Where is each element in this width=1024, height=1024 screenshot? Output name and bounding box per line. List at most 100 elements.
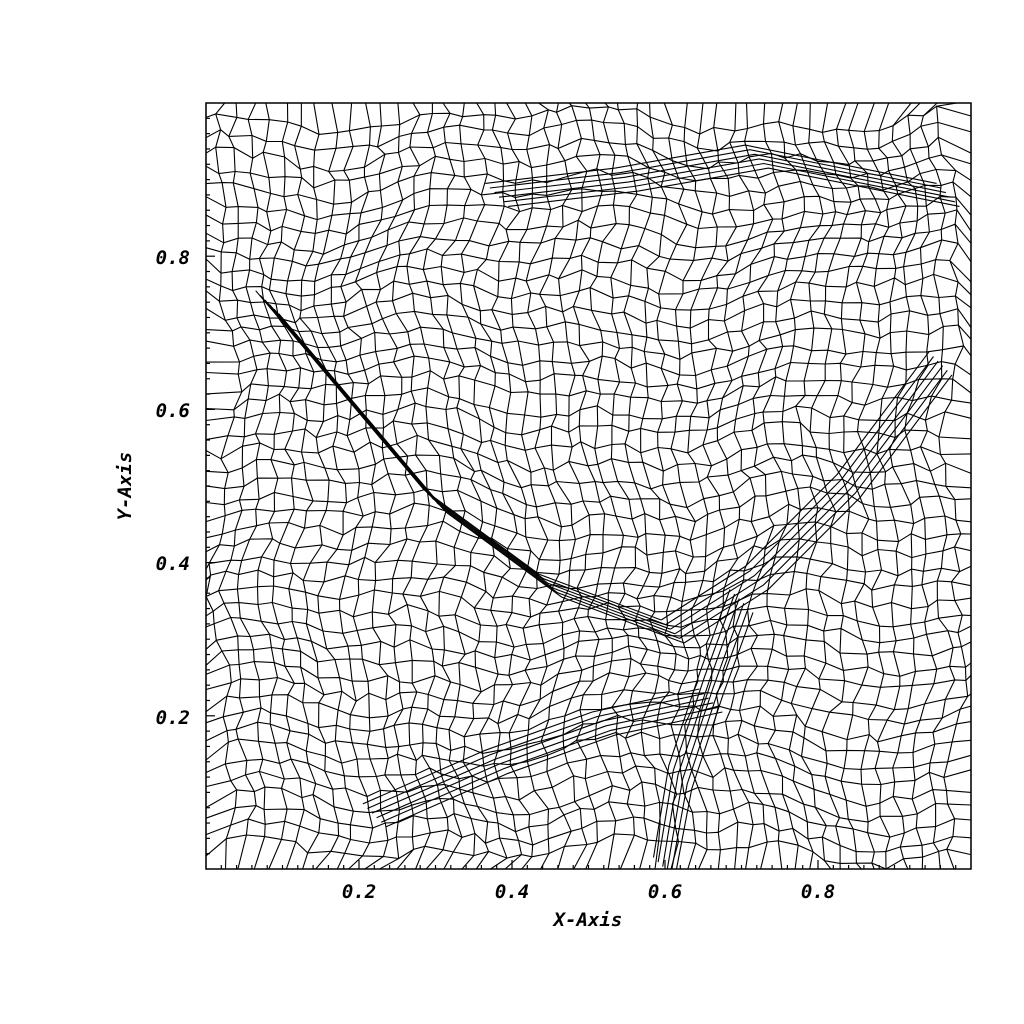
- mesh-line: [753, 102, 806, 870]
- mesh-line: [919, 102, 956, 870]
- y-tick-label: 0.2: [156, 707, 190, 729]
- mesh-line: [889, 102, 919, 870]
- mesh-feature-line: [662, 598, 740, 867]
- mesh-line: [656, 102, 688, 870]
- mesh-feature-line: [674, 365, 944, 635]
- mesh-line: [205, 569, 972, 606]
- mesh-line: [205, 102, 243, 870]
- mesh-feature-line: [675, 612, 754, 870]
- mesh-feature-line: [657, 593, 736, 863]
- mesh-line: [670, 102, 703, 870]
- mesh-line: [572, 102, 606, 870]
- x-tick-label: 0.6: [648, 881, 682, 903]
- mesh-line: [313, 102, 354, 870]
- mesh-feature-line: [671, 607, 749, 870]
- mesh-line: [856, 102, 890, 870]
- mesh-feature-line: [503, 162, 956, 203]
- mesh-line: [340, 102, 389, 870]
- mesh-line: [205, 701, 972, 743]
- mesh-line: [205, 308, 972, 345]
- x-axis-title: X-Axis: [552, 909, 623, 931]
- mesh-line: [354, 102, 400, 870]
- mesh-feature-line: [385, 711, 723, 828]
- mesh-line: [712, 102, 755, 870]
- mesh-line: [737, 102, 785, 870]
- mesh-feature-line: [371, 697, 709, 814]
- mesh-line: [205, 259, 972, 297]
- mesh-line: [299, 102, 340, 870]
- mesh-line: [205, 645, 972, 677]
- mesh-layer: [205, 102, 972, 870]
- mesh-feature-line: [362, 688, 700, 805]
- mesh-line: [375, 102, 415, 870]
- mesh-line: [640, 102, 668, 870]
- mesh-feature-line: [264, 299, 671, 630]
- mesh-line: [205, 781, 972, 823]
- mesh-feature-line: [380, 706, 718, 823]
- mesh-line: [205, 387, 972, 420]
- x-tick-label: 0.2: [342, 881, 376, 903]
- mesh-line: [767, 102, 824, 870]
- mesh-line: [205, 196, 972, 235]
- mesh-line: [205, 801, 972, 838]
- mesh-line: [422, 102, 466, 870]
- mesh-feature-line: [489, 149, 942, 189]
- mesh-line: [473, 102, 518, 870]
- mesh-feature-line: [652, 589, 731, 858]
- y-tick-label: 0.4: [156, 553, 190, 575]
- mesh-line: [697, 102, 738, 870]
- mesh-feature-line: [670, 360, 939, 630]
- mesh-line: [589, 102, 624, 870]
- mesh-line: [205, 714, 972, 754]
- mesh-line: [256, 102, 288, 870]
- x-tick-label: 0.4: [495, 881, 529, 903]
- mesh-line: [330, 102, 374, 870]
- mesh-line: [788, 102, 837, 870]
- mesh-line: [821, 102, 867, 870]
- mesh-line: [508, 102, 549, 870]
- mesh-line: [205, 765, 972, 807]
- mesh-line: [936, 102, 969, 870]
- mesh-line: [904, 102, 938, 870]
- mesh-feature-line: [665, 356, 934, 626]
- mesh-feature-line: [485, 144, 937, 184]
- y-axis-title: Y-Axis: [114, 452, 136, 521]
- mesh-line: [840, 102, 882, 870]
- mesh-line: [406, 103, 449, 870]
- y-tick-label: 0.6: [156, 400, 190, 422]
- mesh-line: [525, 102, 562, 870]
- mesh-line: [205, 119, 972, 152]
- mesh-line: [391, 102, 431, 870]
- mesh-line: [623, 102, 653, 870]
- mesh-feature-line: [660, 351, 930, 621]
- mesh-line: [285, 102, 321, 870]
- y-tick-label: 0.8: [156, 247, 190, 269]
- mesh-line: [800, 102, 852, 870]
- mesh-line: [610, 102, 639, 870]
- mesh-line: [236, 102, 271, 870]
- mesh-line: [268, 102, 305, 870]
- mesh-line: [724, 102, 774, 870]
- mesh-feature-line: [273, 308, 680, 639]
- mesh-feature-line: [666, 603, 745, 870]
- mesh-line: [205, 486, 972, 528]
- mesh-feature-line: [376, 702, 714, 819]
- mesh-feature-line: [278, 313, 685, 644]
- axis-ticks: [206, 117, 957, 869]
- mesh-line: [684, 102, 718, 870]
- mesh-line: [205, 136, 972, 173]
- mesh-feature-line: [498, 158, 951, 198]
- mesh-line: [218, 102, 258, 870]
- mesh-line: [538, 102, 576, 870]
- x-tick-label: 0.8: [801, 881, 835, 903]
- mesh-feature-line: [508, 167, 960, 207]
- mesh-line: [459, 102, 498, 870]
- mesh-feature-line: [494, 153, 946, 194]
- mesh-line: [205, 292, 972, 329]
- mesh-feature-line: [367, 693, 705, 810]
- mesh-line: [440, 102, 484, 870]
- mesh-line: [205, 556, 972, 590]
- mesh-line: [874, 102, 907, 870]
- mesh-line: [491, 102, 532, 870]
